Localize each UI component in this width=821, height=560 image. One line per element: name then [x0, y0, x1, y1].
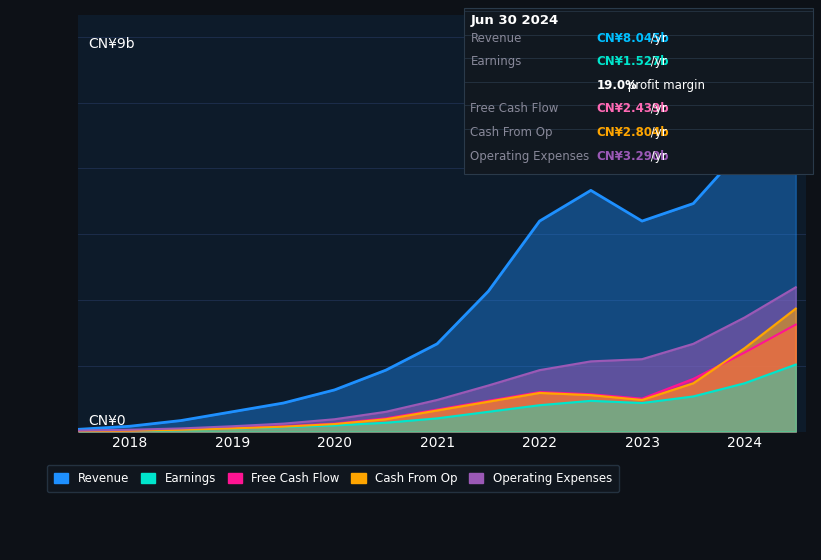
Text: CN¥0: CN¥0 — [89, 414, 126, 428]
Text: CN¥2.804b: CN¥2.804b — [597, 126, 669, 139]
Text: CN¥2.439b: CN¥2.439b — [597, 102, 669, 115]
Text: CN¥3.290b: CN¥3.290b — [597, 150, 669, 162]
Text: CN¥1.527b: CN¥1.527b — [597, 55, 669, 68]
Text: CN¥9b: CN¥9b — [89, 37, 135, 51]
Text: /yr: /yr — [647, 55, 667, 68]
Text: Revenue: Revenue — [470, 32, 522, 45]
Text: Jun 30 2024: Jun 30 2024 — [470, 14, 558, 27]
Text: /yr: /yr — [647, 150, 667, 162]
Text: profit margin: profit margin — [624, 79, 705, 92]
Text: 19.0%: 19.0% — [597, 79, 638, 92]
Text: /yr: /yr — [647, 32, 667, 45]
Legend: Revenue, Earnings, Free Cash Flow, Cash From Op, Operating Expenses: Revenue, Earnings, Free Cash Flow, Cash … — [47, 465, 619, 492]
Text: Free Cash Flow: Free Cash Flow — [470, 102, 559, 115]
Text: /yr: /yr — [647, 102, 667, 115]
Text: Earnings: Earnings — [470, 55, 522, 68]
Text: CN¥8.045b: CN¥8.045b — [597, 32, 670, 45]
Text: Operating Expenses: Operating Expenses — [470, 150, 589, 162]
Text: Cash From Op: Cash From Op — [470, 126, 553, 139]
Text: /yr: /yr — [647, 126, 667, 139]
